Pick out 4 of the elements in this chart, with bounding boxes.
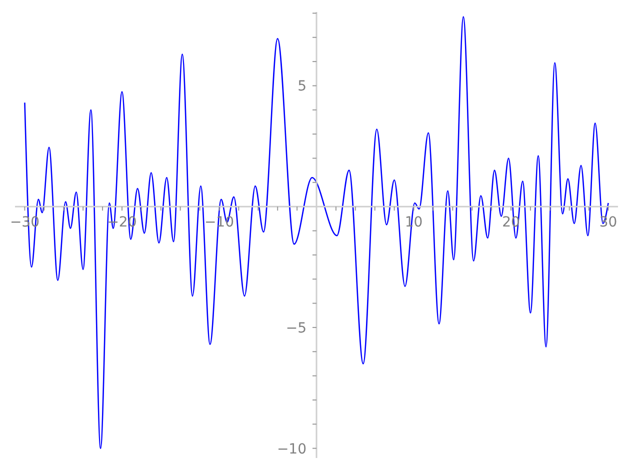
y-tick-label: −5 (286, 320, 306, 336)
y-tick-label: 5 (298, 78, 306, 95)
y-tick-label: −10 (276, 441, 306, 458)
x-tick-label: 30 (599, 214, 618, 231)
